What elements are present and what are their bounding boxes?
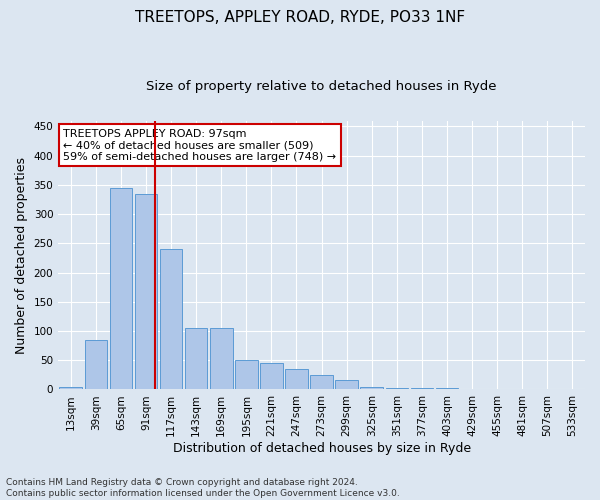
Text: TREETOPS, APPLEY ROAD, RYDE, PO33 1NF: TREETOPS, APPLEY ROAD, RYDE, PO33 1NF [135,10,465,25]
Bar [185,328,208,390]
Bar [134,194,157,390]
Bar [410,388,433,390]
Bar [486,389,508,390]
Bar [210,328,233,390]
Bar [536,389,559,390]
Bar [110,188,132,390]
Bar [335,380,358,390]
Bar [436,388,458,390]
Bar [386,388,408,390]
Bar [285,369,308,390]
Bar [160,249,182,390]
Text: TREETOPS APPLEY ROAD: 97sqm
← 40% of detached houses are smaller (509)
59% of se: TREETOPS APPLEY ROAD: 97sqm ← 40% of det… [64,128,337,162]
Bar [85,340,107,390]
Bar [461,389,484,390]
Bar [235,360,257,390]
X-axis label: Distribution of detached houses by size in Ryde: Distribution of detached houses by size … [173,442,470,455]
Bar [59,386,82,390]
Bar [260,363,283,390]
Y-axis label: Number of detached properties: Number of detached properties [15,156,28,354]
Bar [310,375,333,390]
Title: Size of property relative to detached houses in Ryde: Size of property relative to detached ho… [146,80,497,93]
Bar [361,386,383,390]
Text: Contains HM Land Registry data © Crown copyright and database right 2024.
Contai: Contains HM Land Registry data © Crown c… [6,478,400,498]
